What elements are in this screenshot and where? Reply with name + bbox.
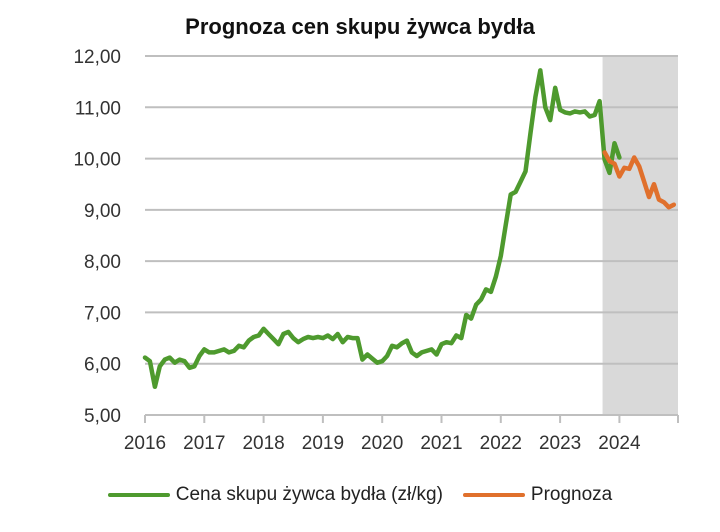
x-tick-label: 2017 [183, 433, 225, 454]
y-tick-label: 9,00 [84, 201, 121, 222]
y-tick-label: 12,00 [73, 47, 121, 68]
legend: Cena skupu żywca bydła (zł/kg) Prognoza [0, 484, 720, 506]
x-tick-label: 2021 [420, 433, 462, 454]
x-axis-labels: 2016 2017 2018 2019 2020 2021 2022 2023 2024 [124, 433, 641, 454]
x-tick-label: 2016 [124, 433, 166, 454]
x-axis [144, 414, 679, 423]
y-axis-labels: 12,00 11,00 10,00 9,00 8,00 7,00 6,00 5,00 [73, 47, 121, 427]
legend-item-price: Cena skupu żywca bydła (zł/kg) [107, 484, 443, 506]
price-line [142, 68, 622, 390]
y-tick-label: 6,00 [84, 355, 121, 376]
y-tick-label: 7,00 [84, 303, 121, 324]
forecast-line [602, 150, 677, 210]
y-tick-label: 5,00 [84, 406, 121, 427]
legend-label-forecast: Prognoza [530, 484, 613, 505]
y-tick-label: 10,00 [73, 150, 121, 171]
legend-item-forecast: Prognoza [462, 484, 613, 506]
y-tick-label: 8,00 [84, 252, 121, 273]
x-tick-label: 2020 [361, 433, 403, 454]
gridlines [145, 55, 678, 365]
legend-swatch-price [107, 493, 170, 497]
x-tick-label: 2024 [598, 433, 641, 454]
x-tick-label: 2018 [242, 433, 284, 454]
x-tick-label: 2022 [480, 433, 522, 454]
legend-swatch-forecast [462, 493, 525, 497]
y-tick-label: 11,00 [75, 98, 121, 119]
plot-area: 12,00 11,00 10,00 9,00 8,00 7,00 6,00 5,00 2016… [73, 47, 679, 454]
x-tick-label: 2019 [302, 433, 344, 454]
x-tick-label: 2023 [539, 433, 581, 454]
forecast-shaded-region [602, 56, 678, 415]
legend-label-price: Cena skupu żywca bydła (zł/kg) [175, 484, 443, 505]
chart-title: Prognoza cen skupu żywca bydła [185, 14, 535, 39]
